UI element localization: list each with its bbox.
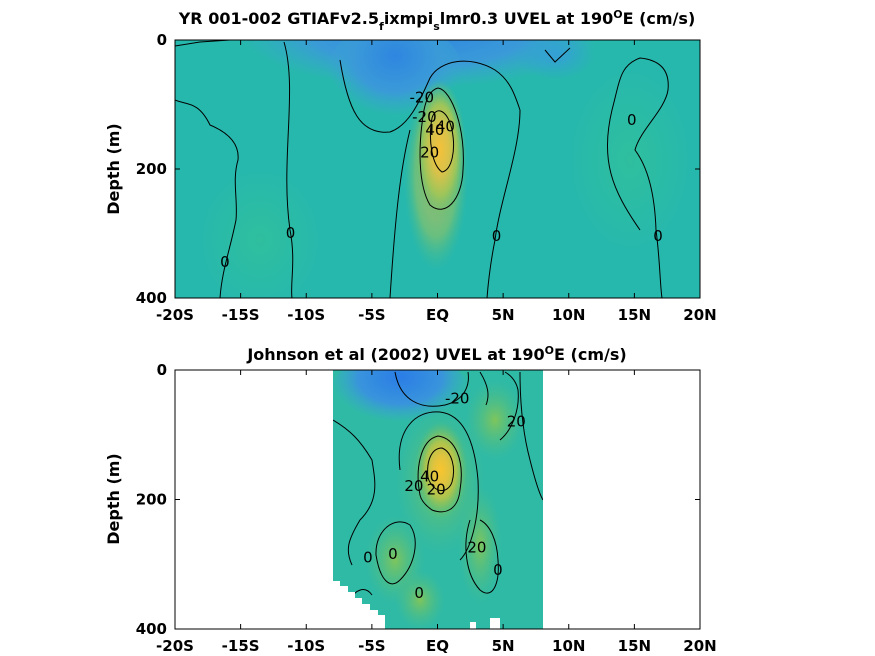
contour-label: 0 [388, 545, 398, 563]
contour-label: 20 [467, 539, 486, 557]
title-obs: Johnson et al (2002) UVEL at 190OE (cm/s… [246, 344, 626, 364]
x-tick-label: -10S [287, 306, 325, 324]
contour-label: 0 [653, 227, 663, 245]
contour-obs-minus20 [394, 371, 469, 407]
contour-label: -20 [410, 89, 435, 107]
contour-label: 0 [220, 253, 230, 271]
contour-label: 0 [627, 111, 637, 129]
contour-obs-40 [427, 447, 455, 491]
x-tick-label: 20N [683, 637, 716, 655]
heat-region-ne-blue [515, 40, 595, 80]
contour-label: 20 [427, 480, 446, 498]
contour-label: 0 [493, 561, 503, 579]
contour-model-zero-surface [544, 47, 571, 63]
x-tick-label: -20S [156, 306, 194, 324]
x-tick-label: -15S [222, 637, 260, 655]
contour-label: 20 [420, 143, 439, 161]
x-tick-label: 15N [618, 306, 651, 324]
contour-label: 0 [492, 227, 502, 245]
contour-obs-20-outer [398, 411, 479, 561]
contour-label: 0 [363, 548, 373, 566]
contour-obs-zero-deep [375, 521, 416, 585]
contour-obs-zero-outer [333, 419, 376, 566]
contour-obs-minus20-east [479, 371, 489, 406]
contour-label: 20 [507, 412, 526, 430]
contour-label: 0 [414, 584, 424, 602]
contour-model-minus20 [339, 59, 521, 133]
y-tick-label: 0 [157, 31, 167, 49]
x-tick-label: -5S [358, 306, 385, 324]
x-tick-label: 10N [552, 306, 585, 324]
x-tick-label: 20N [683, 306, 716, 324]
contours-obs [333, 371, 543, 601]
contour-model-20 [419, 87, 464, 210]
heat-region-west-green [200, 170, 320, 298]
contour-label: -20 [412, 108, 437, 126]
heat-region-green-upper-right [465, 380, 525, 460]
contour-model-zero-central [389, 129, 411, 298]
x-tick-label: 5N [492, 637, 515, 655]
ylabel-obs: Depth (m) [104, 453, 123, 545]
contour-label: 20 [404, 477, 423, 495]
contour-model-zero-northeast [606, 57, 669, 298]
y-tick-label: 400 [136, 289, 167, 307]
heat-region-east-green [570, 70, 690, 250]
x-tick-label: -10S [287, 637, 325, 655]
missing-data-mask [470, 622, 476, 629]
contour-obs-20-northeast [499, 371, 519, 441]
x-tick-label: EQ [426, 637, 449, 655]
contour-model-zero-west [175, 99, 239, 298]
missing-data-mask [333, 581, 385, 629]
contour-label: 0 [286, 224, 296, 242]
heat-region-core [414, 80, 466, 220]
ylabel-model: Depth (m) [104, 123, 123, 215]
contour-obs-zero-east [465, 519, 499, 594]
contour-label: 40 [425, 121, 444, 139]
title-model: YR 001-002 GTIAFv2.5fixmpislmr0.3 UVEL a… [178, 8, 696, 33]
heat-region-green-bottom [395, 570, 445, 629]
contour-label: -20 [445, 390, 470, 408]
contours-model [175, 40, 669, 298]
contour-label: 40 [436, 118, 455, 136]
contour-obs-zero-northeast [519, 371, 543, 501]
x-tick-label: -20S [156, 637, 194, 655]
missing-data-mask [490, 618, 500, 629]
contour-model-zero-east [486, 109, 521, 298]
x-tick-label: 5N [492, 306, 515, 324]
x-tick-label: 15N [618, 637, 651, 655]
y-tick-label: 400 [136, 620, 167, 638]
contour-model-minus20-closed [175, 40, 231, 47]
contour-obs-20 [417, 435, 462, 513]
x-tick-label: -5S [358, 637, 385, 655]
contour-label: 40 [420, 467, 439, 485]
panel-obs: Johnson et al (2002) UVEL at 190OE (cm/s… [104, 344, 717, 655]
panel-model: YR 001-002 GTIAFv2.5fixmpislmr0.3 UVEL a… [104, 8, 717, 324]
x-tick-label: 10N [552, 637, 585, 655]
x-tick-label: EQ [426, 306, 449, 324]
y-tick-label: 200 [136, 160, 167, 178]
contour-model-zero-far-west [283, 41, 294, 298]
y-tick-label: 200 [136, 491, 167, 509]
contour-model-40 [429, 110, 455, 173]
y-tick-label: 0 [157, 361, 167, 379]
x-tick-label: -15S [222, 306, 260, 324]
